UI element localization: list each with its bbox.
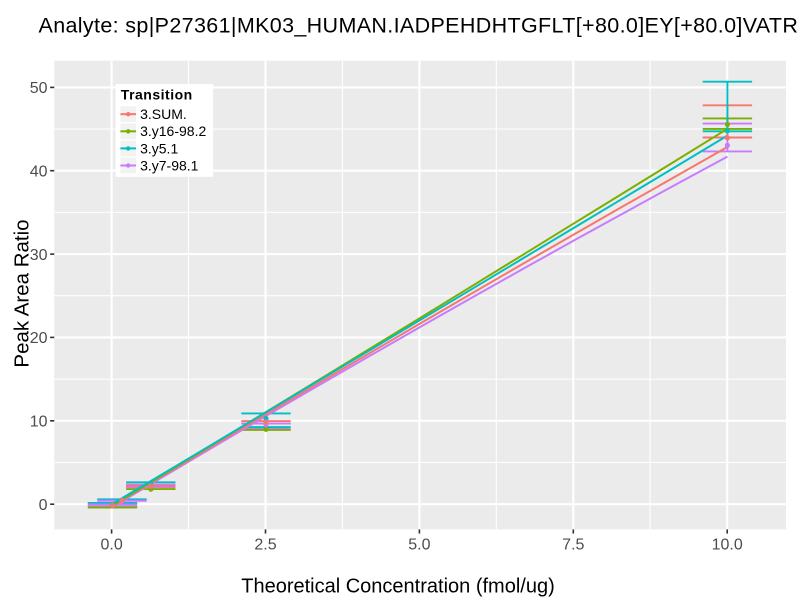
svg-text:0.0: 0.0: [100, 536, 122, 553]
svg-text:0: 0: [39, 497, 48, 514]
svg-text:5.0: 5.0: [408, 536, 430, 553]
svg-text:3.SUM.: 3.SUM.: [140, 106, 187, 122]
svg-text:10.0: 10.0: [712, 536, 743, 553]
svg-text:20: 20: [30, 330, 48, 347]
svg-text:40: 40: [30, 163, 48, 180]
svg-text:2.5: 2.5: [254, 536, 276, 553]
svg-text:7.5: 7.5: [562, 536, 584, 553]
svg-text:Transition: Transition: [121, 87, 193, 103]
svg-text:50: 50: [30, 80, 48, 97]
svg-text:3.y5.1: 3.y5.1: [140, 140, 178, 156]
svg-text:Analyte: sp|P27361|MK03_HUMAN.: Analyte: sp|P27361|MK03_HUMAN.IADPEHDHTG…: [39, 14, 799, 38]
svg-text:3.y16-98.2: 3.y16-98.2: [140, 123, 206, 139]
svg-text:Theoretical Concentration (fmo: Theoretical Concentration (fmol/ug): [241, 576, 554, 598]
svg-text:30: 30: [30, 247, 48, 264]
svg-text:Peak Area Ratio: Peak Area Ratio: [11, 219, 34, 367]
svg-text:10: 10: [30, 414, 48, 431]
svg-text:3.y7-98.1: 3.y7-98.1: [140, 157, 199, 173]
